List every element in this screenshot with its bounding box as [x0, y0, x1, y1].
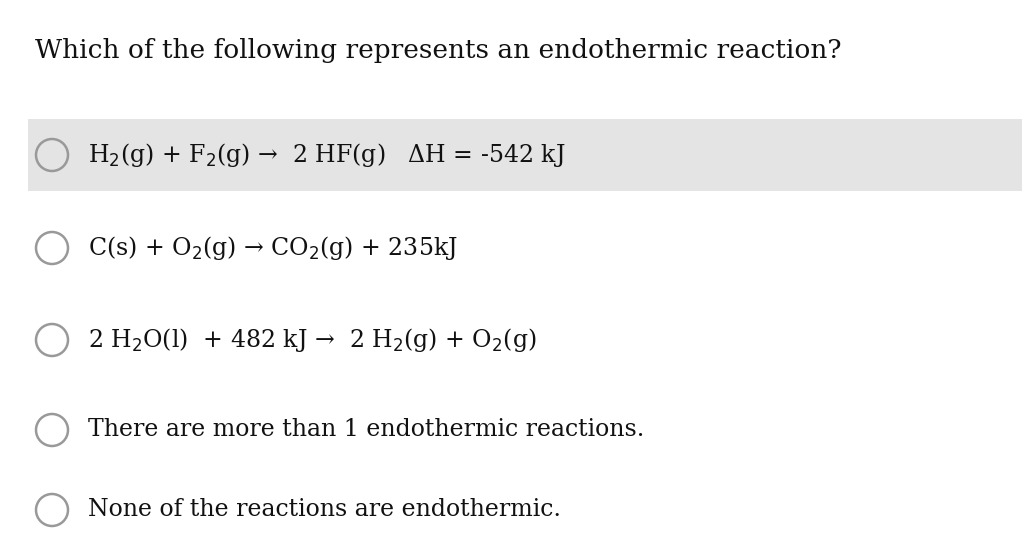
Text: H$_2$(g) + F$_2$(g) →  2 HF(g)   ΔH = -542 kJ: H$_2$(g) + F$_2$(g) → 2 HF(g) ΔH = -542 …: [88, 141, 565, 169]
Text: There are more than 1 endothermic reactions.: There are more than 1 endothermic reacti…: [88, 418, 645, 441]
Text: C(s) + O$_2$(g) → CO$_2$(g) + 235kJ: C(s) + O$_2$(g) → CO$_2$(g) + 235kJ: [88, 234, 457, 262]
Text: None of the reactions are endothermic.: None of the reactions are endothermic.: [88, 498, 561, 522]
FancyBboxPatch shape: [28, 119, 1022, 191]
Text: Which of the following represents an endothermic reaction?: Which of the following represents an end…: [35, 38, 842, 63]
Text: 2 H$_2$O(l)  + 482 kJ →  2 H$_2$(g) + O$_2$(g): 2 H$_2$O(l) + 482 kJ → 2 H$_2$(g) + O$_2…: [88, 326, 537, 354]
